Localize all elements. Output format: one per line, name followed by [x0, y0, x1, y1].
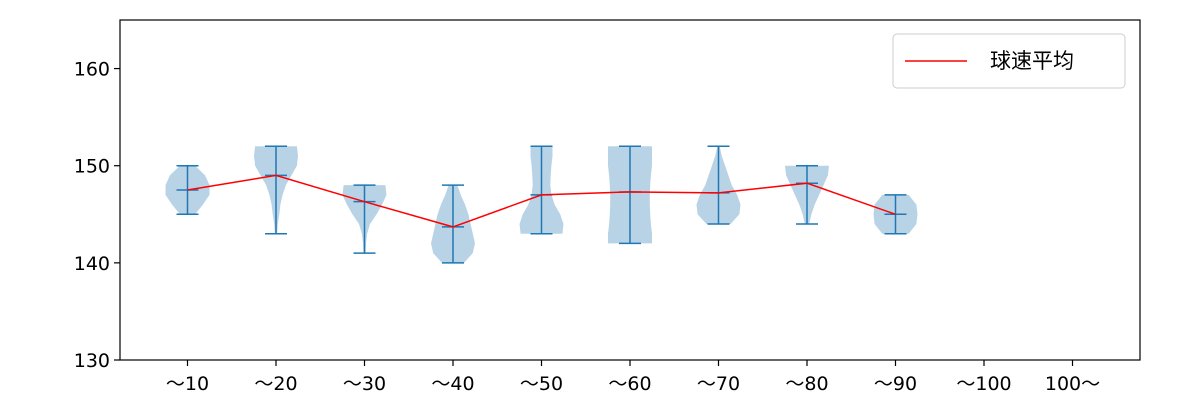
- x-tick-label: 〜40: [431, 373, 474, 395]
- x-tick-label: 〜50: [520, 373, 563, 395]
- legend-label: 球速平均: [990, 49, 1074, 73]
- y-tick-label: 130: [74, 350, 110, 372]
- y-tick-label: 160: [74, 59, 110, 81]
- x-tick-label: 〜30: [343, 373, 386, 395]
- x-tick-label: 〜100: [956, 373, 1011, 395]
- legend-box: [892, 33, 1126, 89]
- y-axis: 130 140 150 160: [74, 59, 120, 372]
- y-tick-label: 140: [74, 253, 110, 275]
- mean-speed-line: [187, 174, 896, 228]
- x-tick-label: 〜20: [254, 373, 297, 395]
- x-tick-label: 100〜: [1045, 373, 1100, 395]
- x-axis: 〜10 〜20 〜30 〜40 〜50 〜60 〜70 〜80 〜90 〜100 100〜: [166, 360, 1100, 395]
- y-tick-label: 150: [74, 156, 110, 178]
- x-tick-label: 〜10: [166, 373, 209, 395]
- x-tick-label: 〜60: [608, 373, 651, 395]
- x-tick-label: 〜80: [785, 373, 828, 395]
- x-tick-label: 〜90: [874, 373, 917, 395]
- x-tick-label: 〜70: [697, 373, 740, 395]
- legend: 球速平均: [892, 33, 1126, 89]
